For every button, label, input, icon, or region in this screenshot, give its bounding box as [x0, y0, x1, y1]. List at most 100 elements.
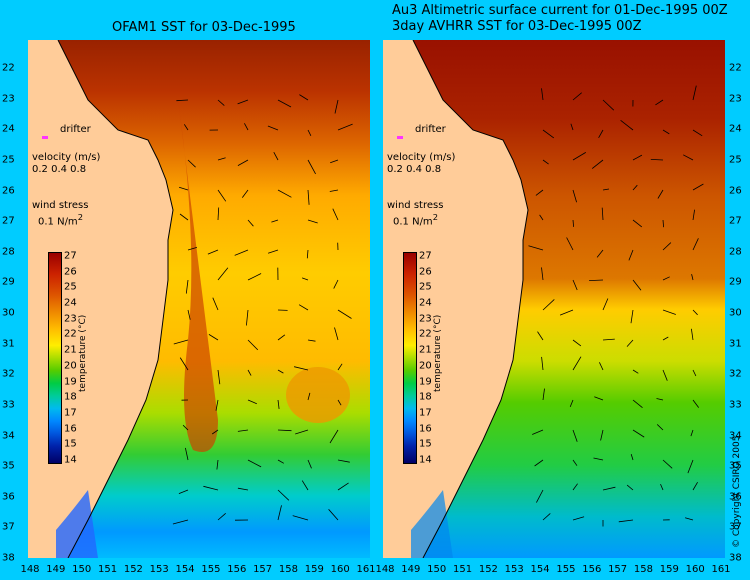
- right-current-vector: [632, 184, 638, 191]
- right-current-vector: [542, 159, 549, 165]
- left-lat-label: 33: [2, 399, 15, 411]
- left-current-vector: [277, 369, 284, 374]
- left-current-vector: [178, 186, 189, 191]
- left-current-vector: [328, 509, 339, 521]
- right-current-vector: [542, 129, 555, 139]
- right-current-vector: [572, 429, 578, 442]
- left-lat-label: 35: [2, 460, 15, 472]
- observed-sst-map: drifter velocity (m/s) 0.2 0.4 0.8 wind …: [383, 40, 725, 558]
- left-colorbar-label: 18: [64, 391, 77, 403]
- right-current-vector: [632, 279, 642, 291]
- left-current-vector: [215, 399, 219, 411]
- left-current-vector: [307, 189, 310, 205]
- left-current-vector: [237, 429, 249, 432]
- left-current-vector: [307, 219, 318, 224]
- left-current-vector: [217, 207, 220, 221]
- left-current-vector: [277, 99, 292, 108]
- left-lat-label: 29: [2, 276, 15, 288]
- right-current-vector: [692, 129, 703, 137]
- left-colorbar-label: 16: [64, 423, 77, 435]
- right-lon-label: 152: [478, 564, 498, 575]
- right-current-vector: [662, 219, 664, 228]
- left-lon-label: 154: [175, 564, 195, 575]
- drifter-legend-label: drifter: [60, 124, 91, 135]
- right-lon-label: 161: [711, 564, 731, 575]
- right-current-vector: [602, 188, 610, 191]
- right-current-vector: [601, 207, 604, 221]
- right-current-vector: [572, 483, 578, 491]
- right-current-vector: [656, 398, 664, 401]
- right-current-vector: [691, 328, 694, 341]
- left-lat-label: 31: [2, 338, 15, 350]
- right-lat-label: 30: [729, 307, 742, 319]
- left-lon-label: 150: [72, 564, 92, 575]
- right-lon-label: 148: [375, 564, 395, 575]
- left-lon-label: 160: [330, 564, 350, 575]
- right-lat-label: 35: [729, 460, 742, 472]
- left-current-vector: [277, 429, 292, 432]
- left-lat-label: 37: [2, 521, 15, 533]
- left-current-vector: [337, 309, 352, 319]
- right-current-vector: [602, 338, 615, 341]
- velocity-legend-title: velocity (m/s): [32, 152, 101, 163]
- left-current-vector: [267, 249, 279, 254]
- right-current-vector: [630, 453, 634, 461]
- wind-stress-legend-value-right: 0.1 N/m2: [393, 212, 438, 228]
- left-lat-label: 38: [2, 552, 15, 564]
- left-lon-label: 161: [356, 564, 376, 575]
- right-current-vector: [528, 245, 544, 251]
- left-current-vector: [329, 189, 339, 192]
- left-current-vector: [247, 399, 257, 405]
- colorbar-title: temperature (°C): [78, 314, 88, 392]
- right-lat-label: 37: [729, 521, 742, 533]
- left-current-vector: [185, 447, 189, 461]
- right-current-vector: [692, 481, 698, 491]
- right-current-vector: [572, 279, 578, 291]
- right-colorbar-label: 26: [419, 266, 432, 278]
- left-current-vector: [306, 249, 309, 259]
- left-current-vector: [247, 273, 262, 281]
- left-lon-label: 151: [97, 564, 118, 575]
- right-current-vector: [687, 459, 694, 474]
- left-lat-label: 34: [2, 430, 15, 441]
- left-current-vector: [187, 247, 198, 251]
- left-current-vector: [337, 363, 343, 371]
- left-current-vector: [247, 459, 262, 468]
- left-current-vector: [337, 399, 342, 406]
- left-current-vector: [187, 159, 196, 168]
- right-current-vector: [660, 483, 664, 491]
- left-current-vector: [217, 267, 229, 281]
- right-lat-label: 22: [729, 62, 742, 74]
- left-current-vector: [217, 512, 226, 521]
- left-current-vector: [337, 123, 353, 131]
- left-lon-label: 153: [149, 564, 169, 575]
- right-current-vector: [632, 399, 643, 409]
- left-current-vector: [237, 487, 249, 491]
- right-current-vector: [572, 339, 582, 347]
- right-current-vector: [542, 513, 551, 521]
- right-colorbar-label: 15: [419, 438, 432, 450]
- left-current-vector: [176, 99, 189, 102]
- left-current-vector: [307, 392, 311, 401]
- right-current-vector: [620, 119, 634, 131]
- right-current-vector: [683, 154, 694, 161]
- wind-stress-legend-value: 0.1 N/m2: [38, 212, 83, 228]
- left-current-vector: [307, 129, 312, 136]
- right-current-vector: [572, 189, 577, 203]
- longitude-axis-left: 148 149 150 151 152 153 154 155 156 157 158 159 160 1…: [20, 560, 375, 580]
- left-current-vector: [334, 327, 339, 341]
- right-current-vector: [662, 459, 673, 469]
- right-current-vector: [534, 459, 544, 467]
- left-current-vector: [298, 304, 309, 311]
- right-current-vector: [542, 299, 555, 311]
- left-lon-label: 149: [46, 564, 66, 575]
- right-lat-label: 29: [729, 276, 742, 288]
- left-current-vector: [217, 157, 226, 161]
- right-lon-label: 156: [582, 564, 602, 575]
- left-lat-label: 32: [2, 368, 15, 380]
- left-current-vector: [187, 309, 191, 320]
- left-lon-label: 152: [123, 564, 143, 575]
- right-lon-label: 151: [452, 564, 473, 575]
- right-lat-label: 23: [729, 93, 742, 105]
- drifter-legend-marker-right: [397, 136, 403, 139]
